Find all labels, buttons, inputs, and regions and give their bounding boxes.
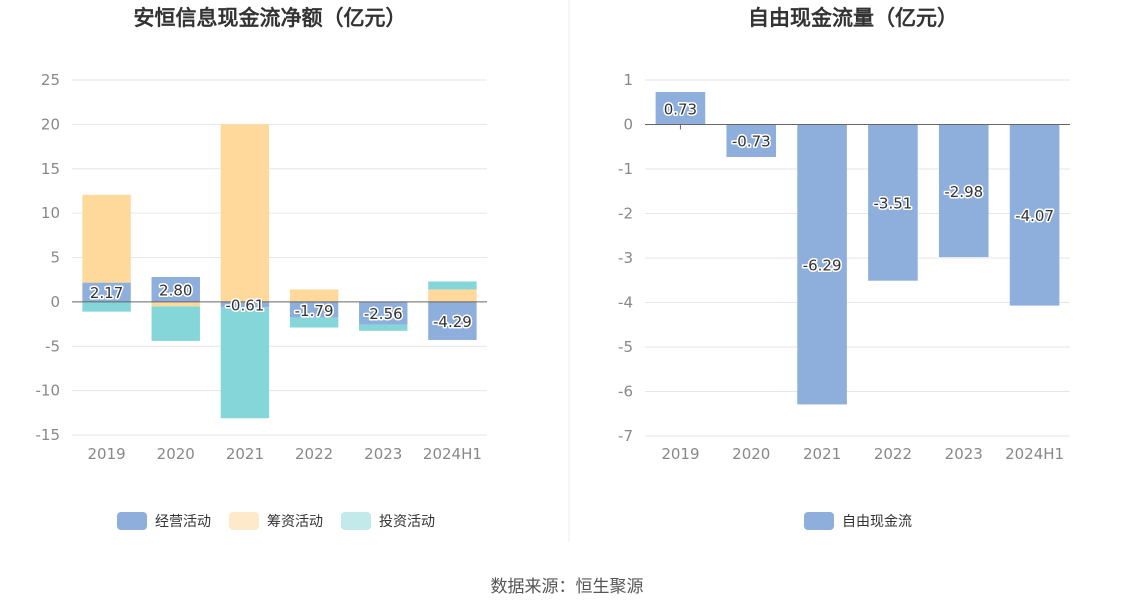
x-category-label: 2020 <box>157 445 195 463</box>
y-tick-label: 5 <box>50 249 60 267</box>
x-category-label: 2022 <box>874 445 912 463</box>
bar-operating <box>220 301 270 308</box>
data-label: 2.17 <box>90 284 123 302</box>
data-label: -3.51 <box>874 195 913 213</box>
y-tick-label: 1 <box>623 71 633 89</box>
x-category-label: 2019 <box>87 445 125 463</box>
y-tick-label: -15 <box>36 426 61 444</box>
data-label: -2.98 <box>944 183 983 201</box>
y-tick-label: -5 <box>45 337 60 355</box>
bar-investing <box>82 301 131 312</box>
x-category-label: 2022 <box>295 445 333 463</box>
data-label: -4.07 <box>1015 207 1054 225</box>
x-category-label: 2024H1 <box>1005 445 1064 463</box>
bar-financing <box>151 301 200 307</box>
bar-operating <box>359 301 408 325</box>
legend-swatch <box>229 512 259 530</box>
x-category-label: 2019 <box>661 445 699 463</box>
bar-investing <box>359 324 408 331</box>
legend-label: 经营活动 <box>155 514 211 530</box>
legend-label: 自由现金流 <box>842 514 912 530</box>
legend-swatch <box>341 512 371 530</box>
free-cash-flow-chart: 自由现金流量（亿元） 1 0 -1 -2 -3 -4 -5 -6 -7 2019 2020 2021 2… <box>618 6 1070 530</box>
data-label: -6.29 <box>803 256 842 274</box>
y-tick-label: -3 <box>618 249 633 267</box>
legend-swatch <box>804 512 834 530</box>
bar-operating <box>428 301 477 340</box>
y-tick-label: 0 <box>623 116 633 134</box>
data-label: -4.29 <box>433 313 472 331</box>
data-label: -1.79 <box>295 302 334 320</box>
x-category-label: 2023 <box>364 445 402 463</box>
bar-financing <box>82 194 131 283</box>
x-category-label: 2024H1 <box>423 445 482 463</box>
x-category-label: 2021 <box>226 445 264 463</box>
legend-swatch <box>117 512 147 530</box>
y-tick-label: -5 <box>618 338 633 356</box>
data-label: -0.61 <box>226 297 265 315</box>
y-tick-label: 15 <box>41 160 60 178</box>
bar-financing <box>428 289 477 302</box>
data-source-note: 数据来源：恒生聚源 <box>491 577 644 597</box>
bar-free-cash-flow <box>938 124 989 258</box>
data-label: 2.80 <box>159 281 192 299</box>
bar-financing <box>220 124 270 302</box>
bar-financing <box>289 289 339 302</box>
x-category-label: 2020 <box>732 445 770 463</box>
bar-operating <box>151 277 200 302</box>
x-category-label: 2021 <box>803 445 841 463</box>
chart-title-free-cash-flow: 自由现金流量（亿元） <box>748 6 958 30</box>
bar-investing <box>151 306 200 341</box>
chart-title-cash-flow: 安恒信息现金流净额（亿元） <box>134 6 407 30</box>
bar-investing <box>220 307 270 419</box>
bar-operating <box>82 282 131 302</box>
y-tick-label: 20 <box>41 115 60 133</box>
legend-label: 投资活动 <box>379 514 435 530</box>
y-tick-label: -10 <box>36 382 61 400</box>
y-tick-label: -4 <box>618 294 633 312</box>
cash-flow-net-chart: 安恒信息现金流净额（亿元） 25 20 15 10 5 0 -5 -10 -15 2019 2020… <box>36 6 487 530</box>
y-tick-label: -2 <box>618 205 633 223</box>
x-category-label: 2023 <box>945 445 983 463</box>
bar-investing <box>428 281 477 290</box>
bar-free-cash-flow <box>1009 124 1060 306</box>
y-tick-label: 25 <box>41 71 60 89</box>
data-label: 0.73 <box>664 100 697 118</box>
data-label: -2.56 <box>364 305 403 323</box>
bar-free-cash-flow <box>868 124 918 281</box>
bar-operating <box>289 301 339 318</box>
y-tick-label: -6 <box>618 383 633 401</box>
y-tick-label: 0 <box>50 293 60 311</box>
bar-investing <box>289 317 339 328</box>
bar-free-cash-flow <box>726 124 777 157</box>
y-tick-label: 10 <box>41 204 60 222</box>
bar-free-cash-flow <box>655 92 706 125</box>
data-label: -0.73 <box>732 133 771 151</box>
y-tick-label: -1 <box>618 160 633 178</box>
bar-free-cash-flow <box>797 124 847 405</box>
y-tick-label: -7 <box>618 427 633 445</box>
legend-label: 筹资活动 <box>267 513 323 530</box>
